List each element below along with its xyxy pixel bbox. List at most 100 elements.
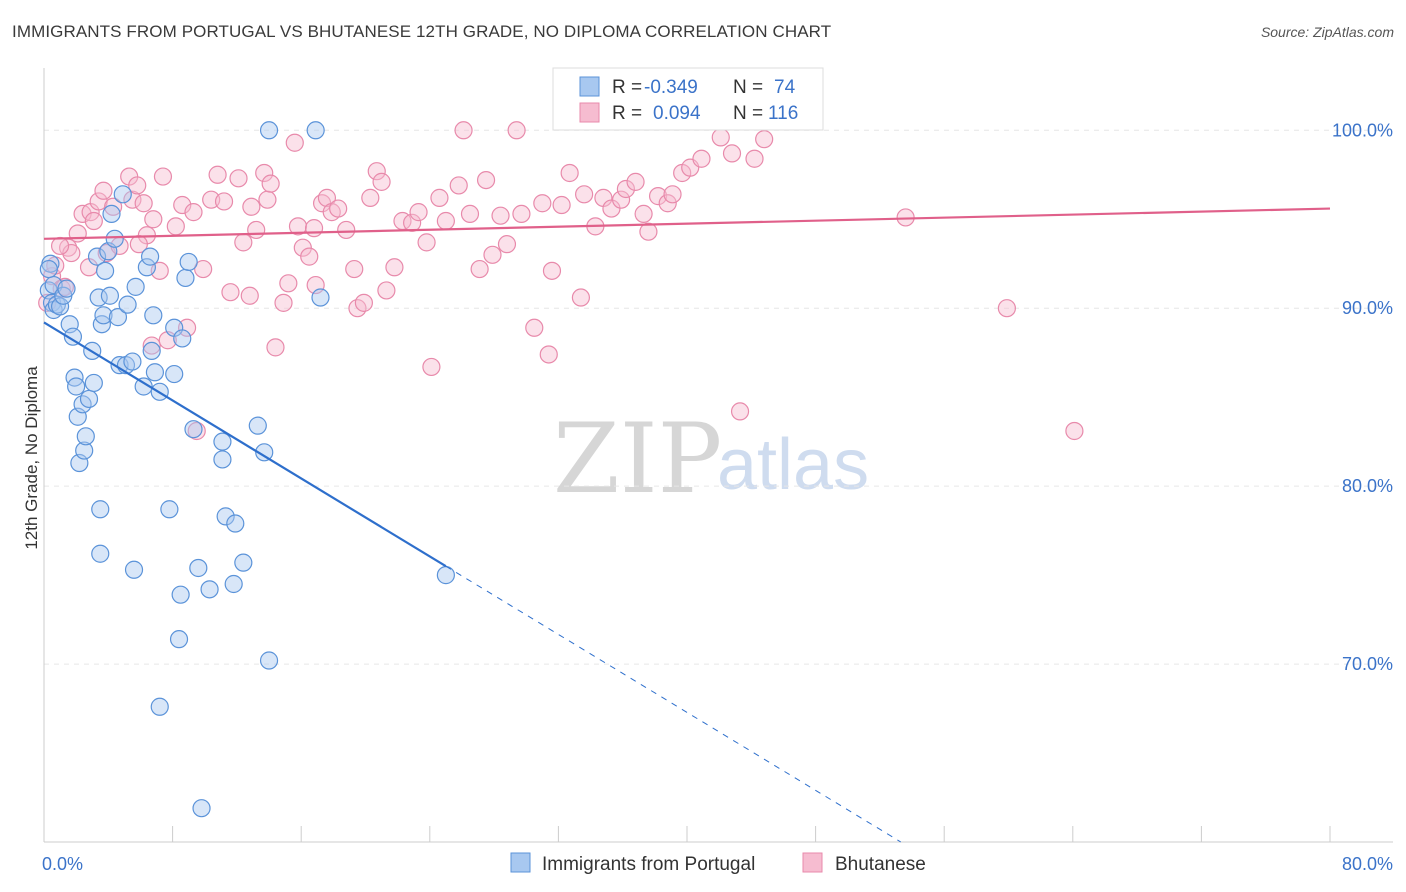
bhutanese-point	[153, 167, 173, 186]
bhutanese-point	[626, 172, 645, 191]
portugal-point	[113, 185, 132, 204]
bhutanese-point	[214, 192, 234, 211]
bhutanese-point	[663, 185, 682, 204]
bhutanese-point	[62, 243, 81, 263]
portugal-point	[76, 427, 95, 446]
bhutanese-point	[288, 217, 308, 236]
portugal-point	[176, 268, 195, 288]
bhutanese-point	[247, 220, 266, 240]
portugal-point	[142, 341, 161, 361]
portugal-trend-line	[43, 321, 447, 568]
portugal-point	[123, 352, 142, 371]
bhutanese-point	[658, 194, 677, 213]
bhutanese-point	[507, 121, 526, 140]
stats-legend-n-label-bhutanese: N =	[733, 103, 763, 124]
bhutanese-point	[755, 130, 774, 149]
series-legend-swatch-portugal[interactable]	[510, 852, 531, 873]
portugal-point	[184, 420, 203, 439]
portugal-point	[105, 229, 124, 248]
portugal-points	[39, 121, 455, 818]
portugal-point	[102, 204, 121, 224]
portugal-point	[259, 121, 279, 140]
portugal-point	[160, 500, 179, 519]
portugal-point	[171, 585, 190, 604]
portugal-point	[140, 247, 160, 266]
bhutanese-point	[144, 210, 163, 229]
portugal-point	[213, 432, 232, 451]
bhutanese-point	[274, 293, 293, 312]
portugal-point	[91, 500, 110, 519]
bhutanese-point	[300, 247, 319, 266]
portugal-point	[84, 373, 103, 393]
y-axis-title: 12th Grade, No Diploma	[22, 366, 41, 550]
bhutanese-point	[208, 165, 227, 184]
bhutanese-point	[385, 258, 404, 277]
bhutanese-point	[194, 259, 213, 279]
portugal-point	[47, 295, 66, 314]
bhutanese-point	[258, 190, 277, 209]
bhutanese-point	[187, 421, 206, 441]
bhutanese-point	[134, 194, 153, 213]
bhutanese-point	[84, 211, 103, 231]
y-tick-label: 70.0%	[1342, 654, 1393, 674]
bhutanese-point	[173, 195, 192, 215]
y-tick-label: 80.0%	[1342, 476, 1393, 496]
bhutanese-point	[417, 233, 436, 252]
y-tick-labels: 70.0% 80.0% 90.0% 100.0%	[1332, 120, 1393, 674]
portugal-point	[213, 450, 232, 469]
bhutanese-point	[261, 174, 280, 193]
chart-source: Source: ZipAtlas.com	[1260, 24, 1394, 40]
bhutanese-point	[285, 133, 304, 152]
portugal-point	[108, 308, 128, 327]
portugal-point	[137, 258, 156, 277]
gridlines	[44, 129, 1390, 665]
bhutanese-point	[221, 283, 240, 302]
bhutanese-point	[68, 224, 87, 243]
series-legend-label-portugal[interactable]: Immigrants from Portugal	[542, 854, 755, 875]
portugal-point	[50, 297, 70, 316]
y-tick-label: 100.0%	[1332, 120, 1393, 140]
bhutanese-point	[329, 199, 348, 218]
bhutanese-point	[470, 259, 489, 279]
bhutanese-point	[460, 204, 480, 224]
stats-legend-r-label-bhutanese: R =	[612, 103, 642, 124]
portugal-point	[189, 558, 208, 578]
series-legend-label-bhutanese[interactable]: Bhutanese	[835, 854, 926, 875]
bhutanese-point	[229, 169, 248, 188]
bhutanese-point	[266, 338, 285, 357]
bhutanese-point	[304, 219, 324, 238]
portugal-point	[79, 389, 99, 409]
x-tick-label-min: 0.0%	[42, 854, 83, 874]
portugal-point	[169, 630, 189, 649]
x-tick-label-max: 80.0%	[1342, 854, 1393, 874]
portugal-point	[94, 306, 113, 325]
bhutanese-point	[177, 318, 197, 337]
portugal-point	[224, 574, 243, 594]
bhutanese-point	[539, 345, 558, 364]
bhutanese-point	[372, 172, 391, 191]
portugal-point	[87, 247, 107, 266]
series-legend-swatch-bhutanese[interactable]	[802, 852, 823, 873]
bhutanese-point	[403, 213, 422, 232]
bhutanese-point	[571, 288, 591, 307]
bhutanese-point	[1065, 421, 1084, 441]
stats-legend-n-label-portugal: N =	[733, 77, 763, 98]
portugal-trend-extension	[445, 565, 902, 843]
bhutanese-point	[104, 197, 123, 216]
bhutanese-point	[616, 179, 636, 199]
portugal-point	[179, 252, 198, 272]
bhutanese-points	[38, 121, 1084, 441]
bhutanese-point	[409, 203, 428, 222]
portugal-point	[75, 441, 94, 460]
bhutanese-point	[279, 274, 298, 293]
portugal-point	[118, 295, 137, 314]
portugal-point	[311, 288, 330, 307]
bhutanese-point	[255, 163, 274, 183]
stats-legend-r-value-bhutanese: 0.094	[653, 103, 701, 124]
portugal-point	[39, 259, 58, 279]
portugal-point	[173, 329, 192, 348]
bhutanese-point	[454, 121, 473, 140]
bhutanese-point	[497, 235, 517, 254]
portugal-point	[134, 377, 153, 396]
